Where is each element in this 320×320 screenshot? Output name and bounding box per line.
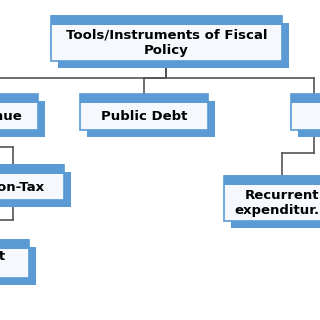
Bar — [51, 16, 282, 61]
Bar — [0, 165, 64, 200]
Bar — [0, 94, 38, 103]
Bar — [291, 94, 320, 103]
Text: Recurrent
expenditur...: Recurrent expenditur... — [234, 189, 320, 217]
Bar — [0, 239, 29, 249]
Bar — [0, 247, 36, 285]
Bar — [224, 175, 320, 185]
Text: Tools/Instruments of Fiscal
Policy: Tools/Instruments of Fiscal Policy — [66, 29, 267, 57]
Bar — [0, 172, 71, 207]
Bar — [291, 94, 320, 130]
Bar — [58, 23, 289, 68]
Bar — [224, 176, 320, 185]
Bar — [0, 101, 45, 137]
Bar — [80, 94, 208, 130]
Bar — [0, 94, 38, 103]
Text: Public Debt: Public Debt — [101, 110, 187, 123]
Bar — [0, 240, 29, 278]
Bar — [80, 94, 208, 103]
Bar — [224, 176, 320, 221]
Text: ect
x: ect x — [0, 250, 5, 278]
Bar — [0, 164, 64, 174]
Bar — [80, 94, 208, 103]
Bar — [298, 101, 320, 137]
Bar — [51, 16, 282, 25]
Bar — [231, 183, 320, 228]
Text: /Non-Tax: /Non-Tax — [0, 180, 44, 193]
Bar — [0, 165, 64, 174]
Bar — [0, 94, 38, 130]
Text: Revenue: Revenue — [0, 110, 23, 123]
Bar — [87, 101, 215, 137]
Bar — [0, 240, 29, 249]
Bar — [51, 15, 282, 25]
Bar — [291, 94, 320, 103]
